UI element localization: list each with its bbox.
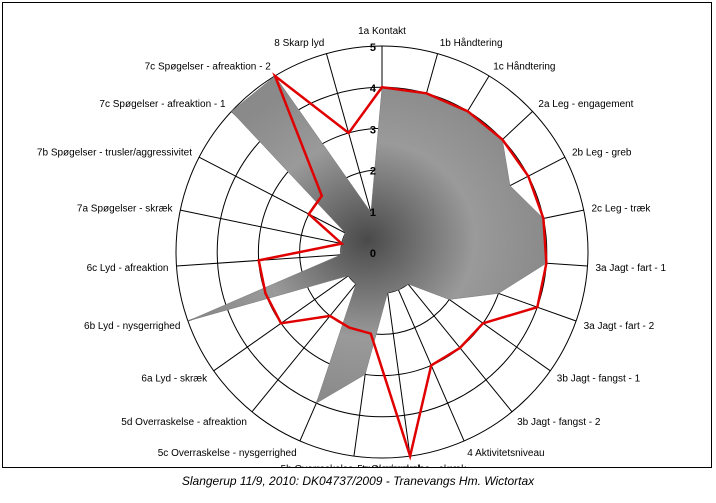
- category-label: 6b Lyd - nysgerrighed: [84, 321, 180, 332]
- category-label: 7a Spøgelser - skræk: [77, 204, 174, 215]
- category-label: 2a Leg - engagement: [538, 99, 633, 110]
- category-label: 6c Lyd - afreaktion: [87, 263, 169, 274]
- category-label: 8 Skarp lyd: [274, 38, 324, 49]
- tick-label: 4: [370, 83, 377, 95]
- category-label: 7c Spøgelser - afreaktion - 2: [145, 62, 272, 73]
- series-line-polygon: [257, 72, 548, 461]
- radar-area-series: [187, 75, 547, 404]
- category-label: 5a Overraskelse - skræk: [357, 464, 467, 467]
- category-label: 3a Jagt - fart - 1: [596, 263, 667, 274]
- chart-frame: 0 1 2 3 4 5 1a Kontakt 1b Håndtering 1c Håndter…: [2, 2, 712, 468]
- tick-label: 3: [370, 124, 376, 136]
- category-label: 1b Håndtering: [440, 37, 503, 49]
- category-label: 2b Leg - greb: [572, 148, 632, 159]
- category-label: 1c Håndtering: [493, 61, 555, 73]
- tick-label: 2: [370, 166, 376, 178]
- series-area-polygon: [187, 75, 547, 404]
- category-label: 7c Spøgelser - afreaktion - 1: [99, 99, 226, 110]
- category-label: 2c Leg - træk: [592, 204, 652, 215]
- category-label: 5c Overraskelse - nysgerrighed: [158, 448, 297, 459]
- tick-label: 1: [370, 207, 376, 219]
- category-label: 3a Jagt - fart - 2: [584, 321, 655, 332]
- radar-chart: 0 1 2 3 4 5 1a Kontakt 1b Håndtering 1c Håndter…: [37, 26, 667, 467]
- tick-label: 5: [370, 42, 376, 54]
- radar-category-labels: 1a Kontakt 1b Håndtering 1c Håndtering 2a L…: [37, 26, 667, 467]
- category-label: 7b Spøgelser - trusler/aggressivitet: [37, 148, 192, 159]
- category-label: 5d Overraskelse - afreaktion: [121, 417, 247, 428]
- radar-tick-labels: 0 1 2 3 4 5: [370, 42, 377, 260]
- category-label: 4 Aktivitetsniveau: [467, 448, 544, 459]
- category-label: 1a Kontakt: [358, 26, 406, 37]
- category-label: 3b Jagt - fangst - 2: [517, 417, 601, 428]
- category-label: 5b Overraskelse - trusler/angreb: [281, 464, 425, 467]
- tick-label: 0: [370, 248, 376, 260]
- radar-line-series: [257, 72, 548, 461]
- chart-caption: Slangerup 11/9, 2010: DK04737/2009 - Tra…: [181, 474, 535, 488]
- category-label: 3b Jagt - fangst - 1: [557, 374, 641, 385]
- category-label: 6a Lyd - skræk: [141, 374, 208, 385]
